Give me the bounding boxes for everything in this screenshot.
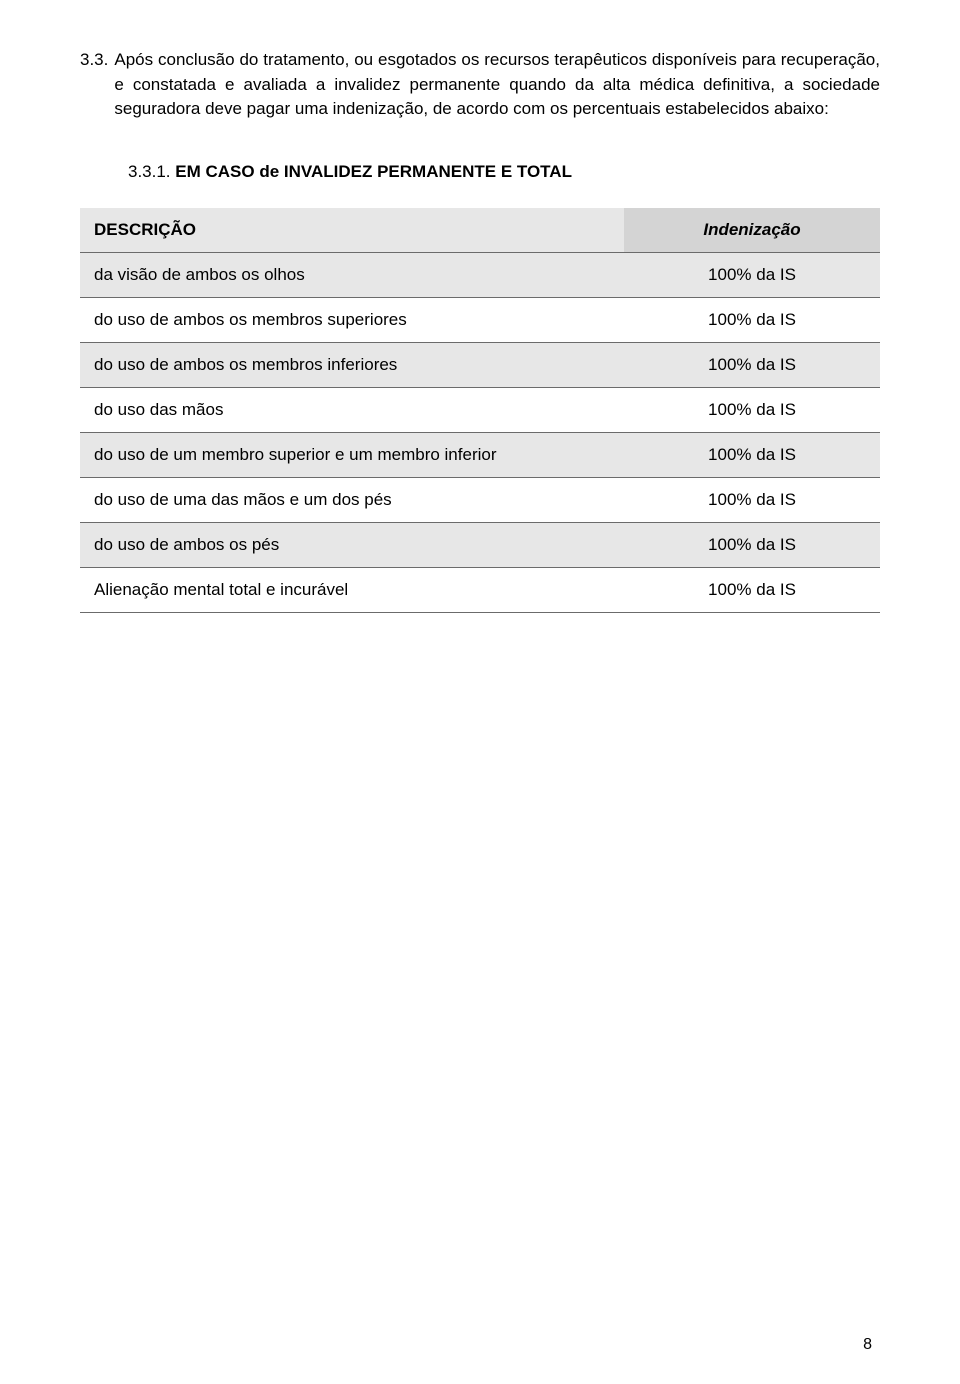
table-row: do uso de ambos os pés100% da IS	[80, 523, 880, 568]
header-description: DESCRIÇÃO	[80, 208, 624, 253]
table-row: do uso de ambos os membros superiores100…	[80, 298, 880, 343]
row-indemnity: 100% da IS	[624, 433, 880, 478]
row-description: Alienação mental total e incurável	[80, 568, 624, 613]
row-indemnity: 100% da IS	[624, 298, 880, 343]
section-title: EM CASO de INVALIDEZ PERMANENTE E TOTAL	[175, 162, 572, 181]
row-indemnity: 100% da IS	[624, 388, 880, 433]
section-3-3-1: 3.3.1. EM CASO de INVALIDEZ PERMANENTE E…	[128, 162, 880, 182]
table-row: Alienação mental total e incurável100% d…	[80, 568, 880, 613]
table-row: do uso das mãos100% da IS	[80, 388, 880, 433]
row-indemnity: 100% da IS	[624, 253, 880, 298]
table-row: do uso de uma das mãos e um dos pés100% …	[80, 478, 880, 523]
paragraph-text: Após conclusão do tratamento, ou esgotad…	[114, 48, 880, 122]
row-description: do uso de um membro superior e um membro…	[80, 433, 624, 478]
row-description: do uso de ambos os membros inferiores	[80, 343, 624, 388]
indemnity-table: DESCRIÇÃO Indenização da visão de ambos …	[80, 208, 880, 613]
row-indemnity: 100% da IS	[624, 478, 880, 523]
section-number: 3.3.1.	[128, 162, 171, 181]
table-row: da visão de ambos os olhos100% da IS	[80, 253, 880, 298]
paragraph-3-3: 3.3. Após conclusão do tratamento, ou es…	[80, 48, 880, 122]
paragraph-number: 3.3.	[80, 48, 114, 122]
row-indemnity: 100% da IS	[624, 523, 880, 568]
table-row: do uso de um membro superior e um membro…	[80, 433, 880, 478]
row-indemnity: 100% da IS	[624, 343, 880, 388]
row-description: do uso de ambos os pés	[80, 523, 624, 568]
table-header-row: DESCRIÇÃO Indenização	[80, 208, 880, 253]
page-number: 8	[863, 1336, 872, 1354]
header-indemnity: Indenização	[624, 208, 880, 253]
row-description: do uso das mãos	[80, 388, 624, 433]
row-description: do uso de ambos os membros superiores	[80, 298, 624, 343]
row-description: da visão de ambos os olhos	[80, 253, 624, 298]
row-description: do uso de uma das mãos e um dos pés	[80, 478, 624, 523]
indemnity-table-wrap: DESCRIÇÃO Indenização da visão de ambos …	[80, 208, 880, 613]
table-body: da visão de ambos os olhos100% da ISdo u…	[80, 253, 880, 613]
table-row: do uso de ambos os membros inferiores100…	[80, 343, 880, 388]
row-indemnity: 100% da IS	[624, 568, 880, 613]
